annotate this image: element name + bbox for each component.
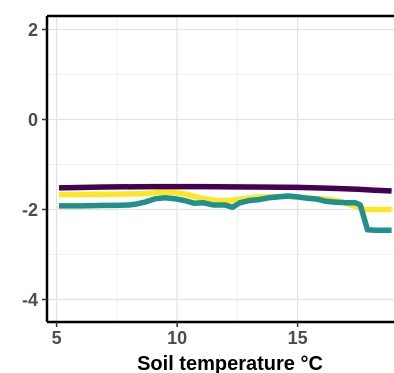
y-tick-label: -4 bbox=[22, 290, 38, 310]
y-tick-label: 0 bbox=[28, 110, 38, 130]
y-tick-label: -2 bbox=[22, 200, 38, 220]
x-tick-label: 10 bbox=[167, 328, 187, 348]
x-axis-title: Soil temperature °C bbox=[137, 353, 323, 373]
x-tick-label: 15 bbox=[288, 328, 308, 348]
series-line-3 bbox=[59, 193, 392, 233]
x-tick-label: 5 bbox=[52, 328, 62, 348]
ticks: -4 -2 0 2 5 10 15 bbox=[22, 20, 308, 348]
grid bbox=[47, 16, 394, 322]
series-line-1 bbox=[58, 183, 392, 194]
series-layer bbox=[58, 183, 392, 233]
y-tick-label: 2 bbox=[28, 20, 38, 40]
axes bbox=[45, 14, 394, 324]
